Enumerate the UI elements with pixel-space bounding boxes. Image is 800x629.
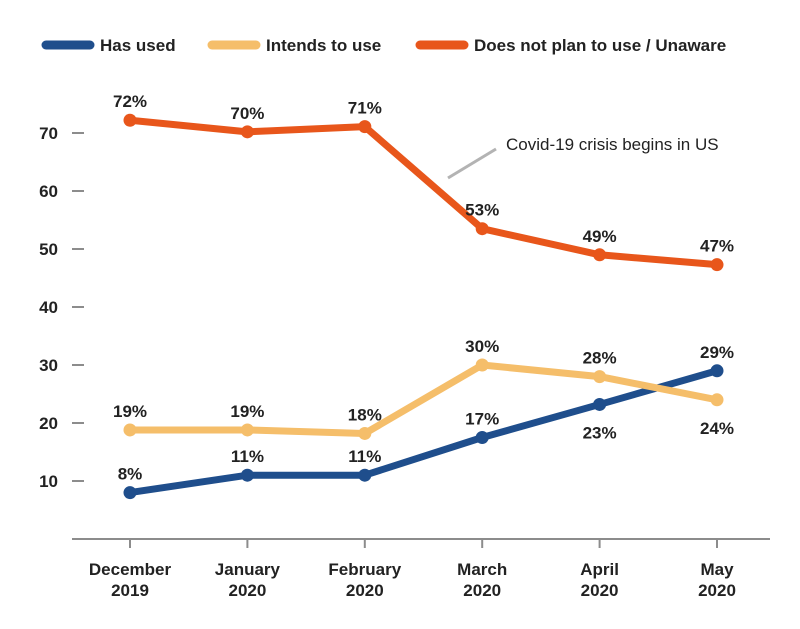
- y-tick-label: 70: [39, 124, 58, 143]
- data-point: [475, 358, 489, 372]
- x-tick-label: April: [580, 560, 619, 579]
- x-tick-label: 2020: [346, 581, 384, 600]
- legend-item: Does not plan to use / Unaware: [415, 36, 726, 55]
- data-label: 8%: [118, 465, 143, 484]
- data-label: 30%: [465, 337, 499, 356]
- data-label: 47%: [700, 237, 734, 256]
- legend-label: Intends to use: [266, 36, 381, 55]
- data-label: 17%: [465, 410, 499, 429]
- legend-label: Has used: [100, 36, 176, 55]
- data-label: 11%: [231, 447, 264, 466]
- data-label: 72%: [113, 92, 147, 111]
- data-point: [240, 468, 254, 482]
- series-line: [126, 367, 721, 497]
- x-tick-label: January: [215, 560, 281, 579]
- data-label: 18%: [348, 405, 382, 424]
- data-label: 29%: [700, 343, 734, 362]
- series-has-used: [123, 364, 724, 500]
- data-label: 19%: [113, 402, 147, 421]
- x-tick-label: 2020: [698, 581, 736, 600]
- series-line: [126, 361, 721, 437]
- data-point: [710, 393, 724, 407]
- y-tick-label: 30: [39, 356, 58, 375]
- series-intends-to-use: [123, 358, 724, 440]
- annotation-text: Covid-19 crisis begins in US: [506, 135, 719, 154]
- data-point: [123, 486, 137, 500]
- x-tick-label: December: [89, 560, 172, 579]
- data-label: 11%: [348, 447, 381, 466]
- y-tick-label: 20: [39, 414, 58, 433]
- data-point: [240, 125, 254, 139]
- data-point: [475, 222, 489, 236]
- data-labels: 8% 11% 11% 17% 23% 29% 19% 19% 18% 30% 28% 24% 72% 70…: [113, 92, 734, 483]
- data-label: 24%: [700, 419, 734, 438]
- data-point: [358, 426, 372, 440]
- legend: Has used Intends to use Does not plan to u…: [41, 36, 726, 55]
- data-label: 70%: [230, 104, 264, 123]
- data-point: [123, 113, 137, 127]
- legend-item: Has used: [41, 36, 176, 55]
- x-tick-label: 2020: [228, 581, 266, 600]
- data-label: 23%: [583, 423, 617, 442]
- x-tick-label: May: [700, 560, 734, 579]
- x-tick-label: 2020: [581, 581, 619, 600]
- series-line: [126, 116, 721, 269]
- y-tick-label: 10: [39, 472, 58, 491]
- y-axis: 10 20 30 40 50 60 70: [39, 124, 84, 491]
- series-does-not-plan-to-use-unaware: [123, 113, 724, 272]
- data-label: 53%: [465, 201, 499, 220]
- data-point: [123, 423, 137, 437]
- x-tick-label: 2020: [463, 581, 501, 600]
- data-point: [710, 258, 724, 272]
- data-point: [358, 468, 372, 482]
- legend-item: Intends to use: [207, 36, 381, 55]
- data-point: [240, 423, 254, 437]
- annotation-leader-line: [447, 147, 497, 180]
- x-tick-label: 2019: [111, 581, 149, 600]
- data-point: [475, 431, 489, 444]
- data-label: 28%: [583, 349, 617, 368]
- legend-label: Does not plan to use / Unaware: [474, 36, 726, 55]
- data-label: 71%: [348, 99, 382, 118]
- y-tick-label: 50: [39, 240, 58, 259]
- data-label: 49%: [583, 227, 617, 246]
- y-tick-label: 40: [39, 298, 58, 317]
- x-tick-label: February: [328, 560, 401, 579]
- data-point: [593, 397, 607, 411]
- data-point: [358, 120, 372, 134]
- series-layer: [123, 113, 724, 500]
- data-point: [593, 248, 607, 262]
- x-tick-label: March: [457, 560, 507, 579]
- data-point: [593, 370, 607, 384]
- x-axis: December 2019 January 2020 February 2020 March…: [72, 538, 770, 600]
- data-label: 19%: [230, 402, 264, 421]
- y-tick-label: 60: [39, 182, 58, 201]
- annotation: Covid-19 crisis begins in US: [447, 135, 719, 180]
- data-point: [710, 364, 724, 378]
